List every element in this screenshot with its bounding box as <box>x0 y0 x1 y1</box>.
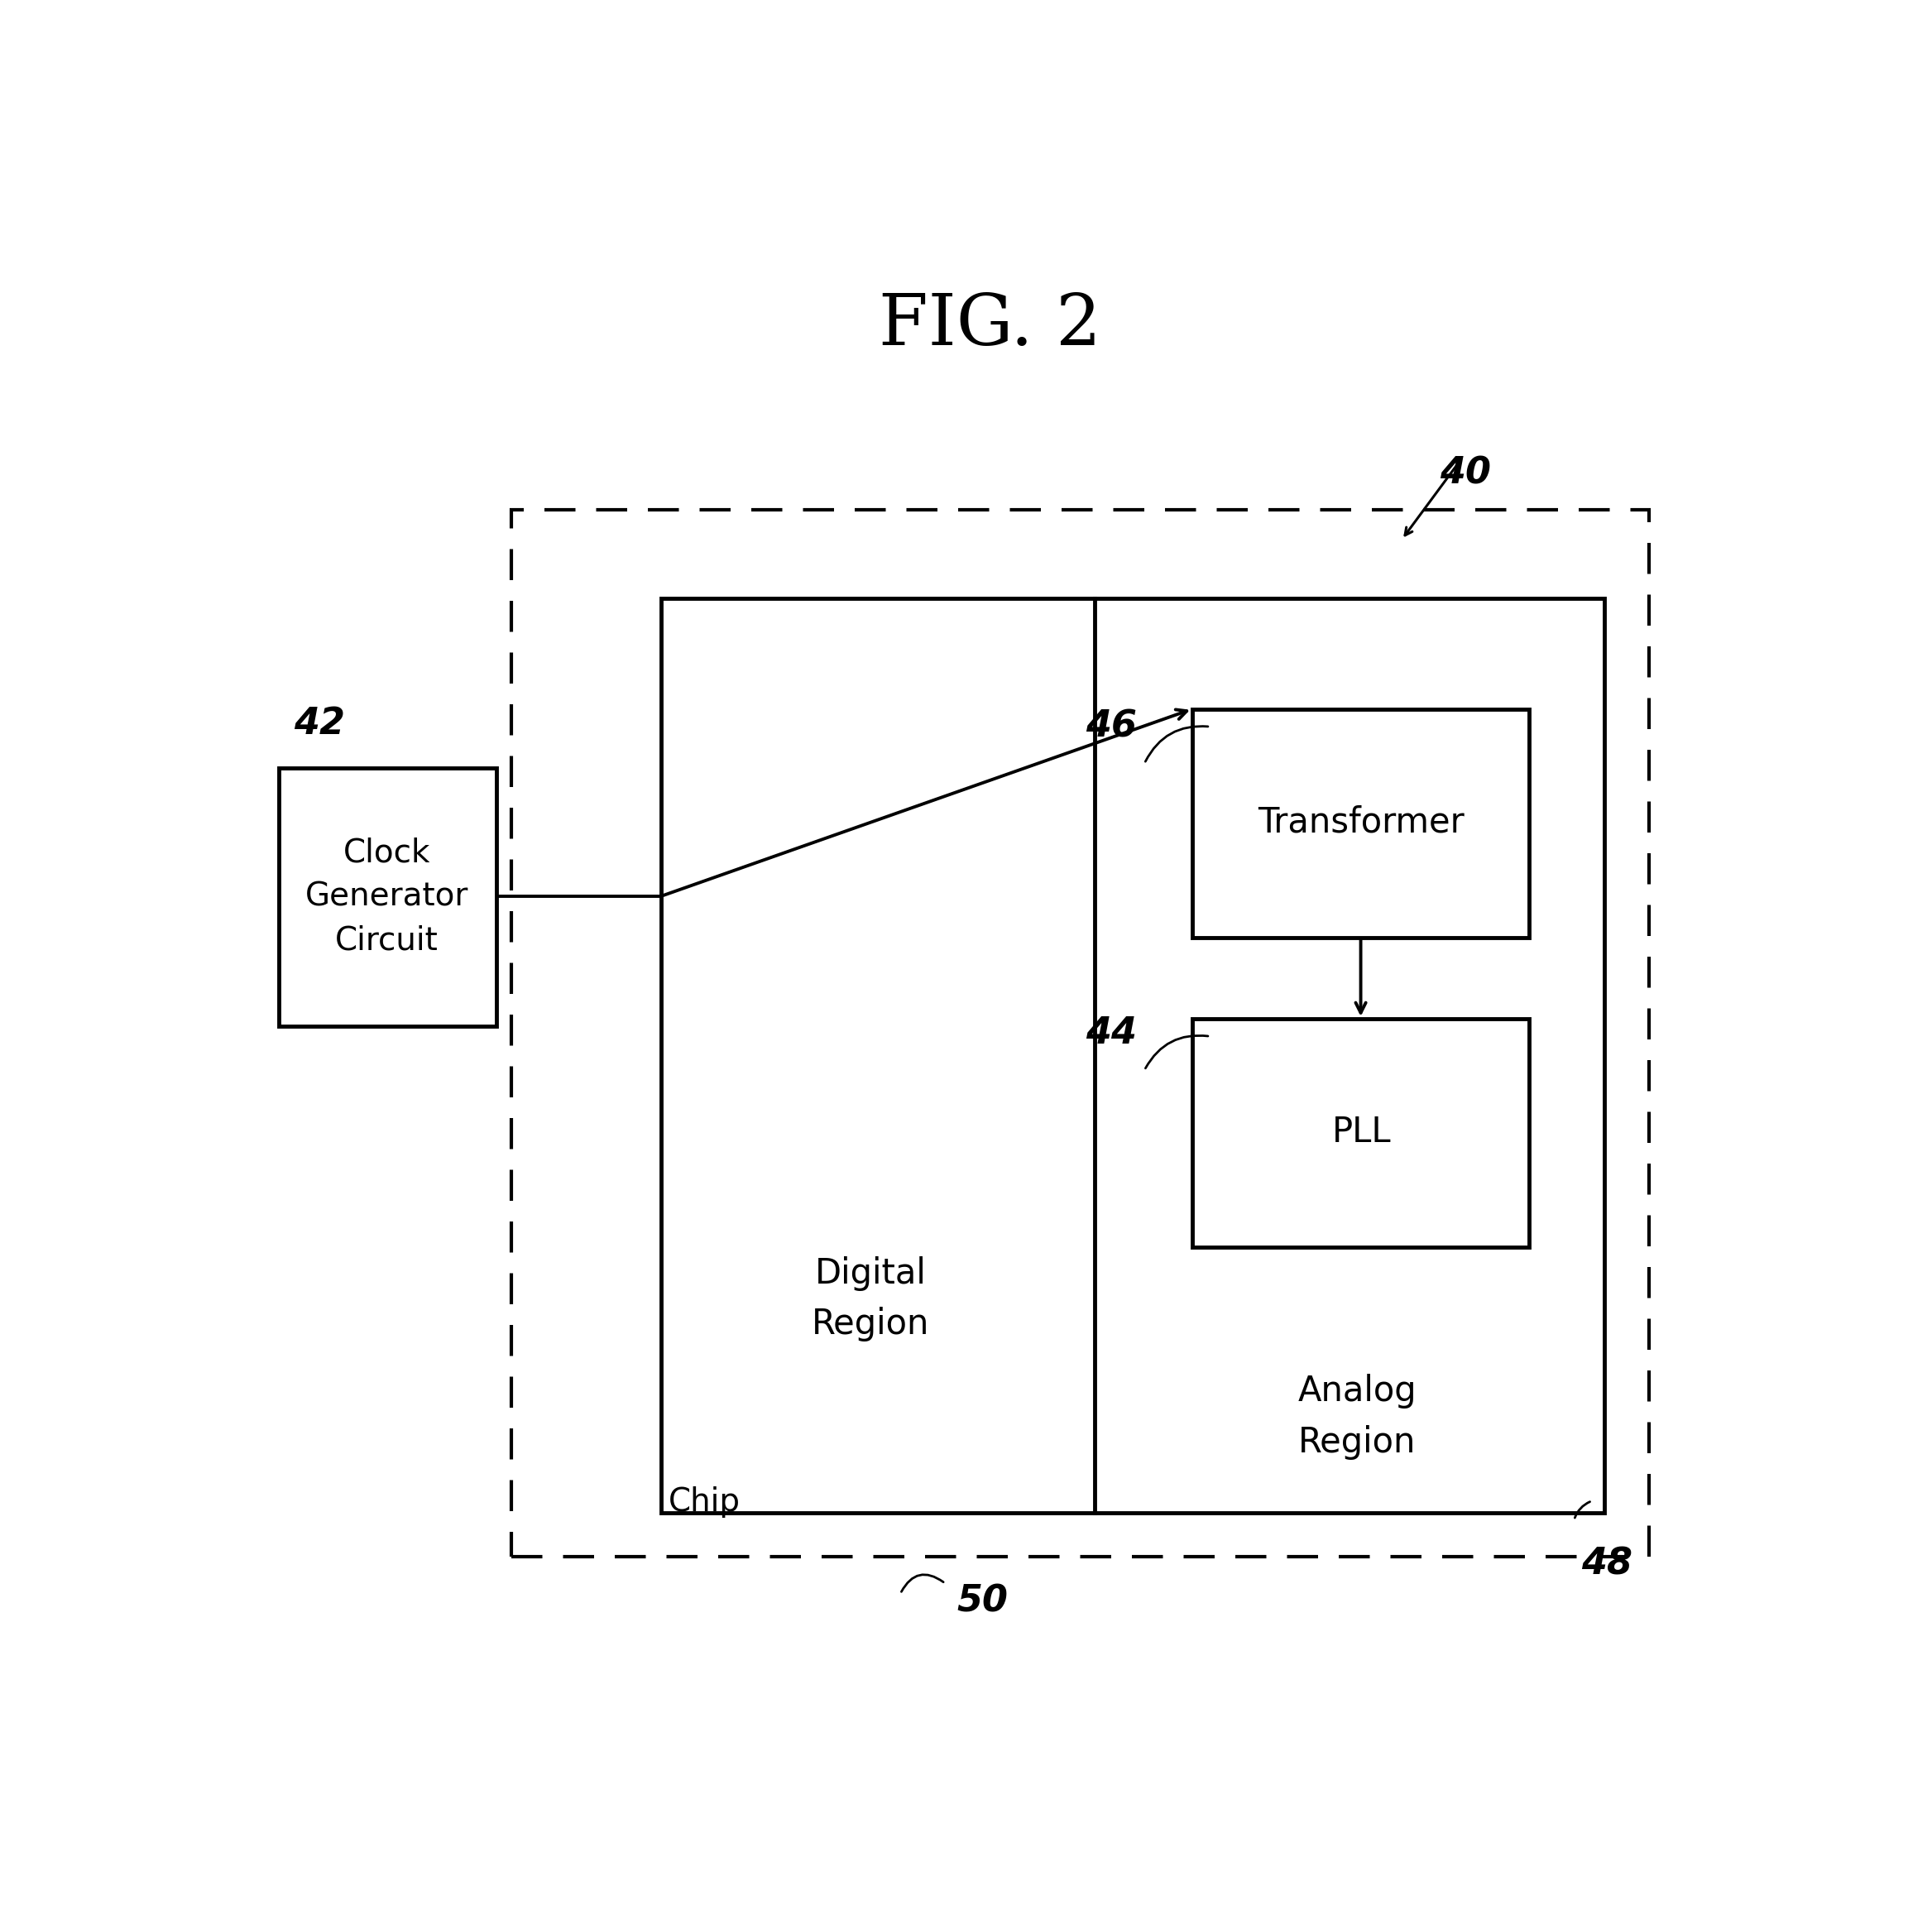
Text: Digital
Region: Digital Region <box>811 1256 929 1342</box>
Text: Clock
Generator
Circuit: Clock Generator Circuit <box>305 837 468 956</box>
Bar <box>661 597 1604 1513</box>
Text: Transformer: Transformer <box>1258 804 1464 841</box>
Bar <box>1192 709 1530 938</box>
Text: FIG. 2: FIG. 2 <box>879 291 1101 360</box>
Bar <box>278 768 497 1026</box>
Text: 42: 42 <box>294 707 346 741</box>
Text: Chip: Chip <box>668 1486 740 1517</box>
Bar <box>510 509 1650 1557</box>
Text: 48: 48 <box>1582 1547 1633 1582</box>
Text: 50: 50 <box>956 1584 1009 1618</box>
Text: 40: 40 <box>1439 456 1492 490</box>
Text: Analog
Region: Analog Region <box>1298 1373 1416 1459</box>
Text: PLL: PLL <box>1331 1115 1391 1149</box>
Text: 46: 46 <box>1086 709 1136 745</box>
Bar <box>1192 1019 1530 1247</box>
Text: 44: 44 <box>1086 1015 1136 1051</box>
